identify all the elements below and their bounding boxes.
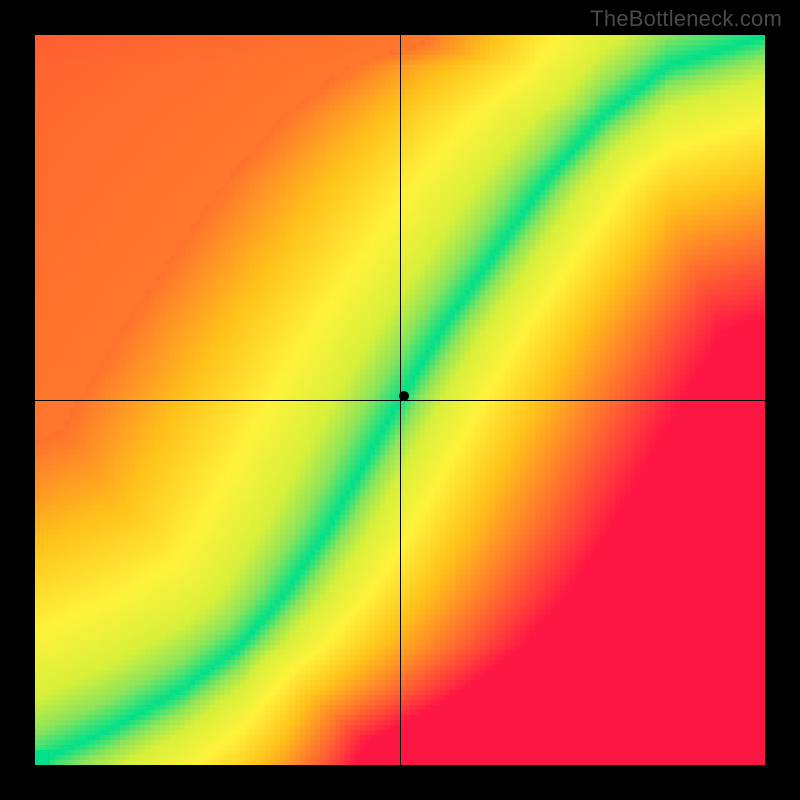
data-point-marker xyxy=(399,391,409,401)
heatmap-chart xyxy=(35,35,765,765)
watermark-text: TheBottleneck.com xyxy=(590,6,782,32)
